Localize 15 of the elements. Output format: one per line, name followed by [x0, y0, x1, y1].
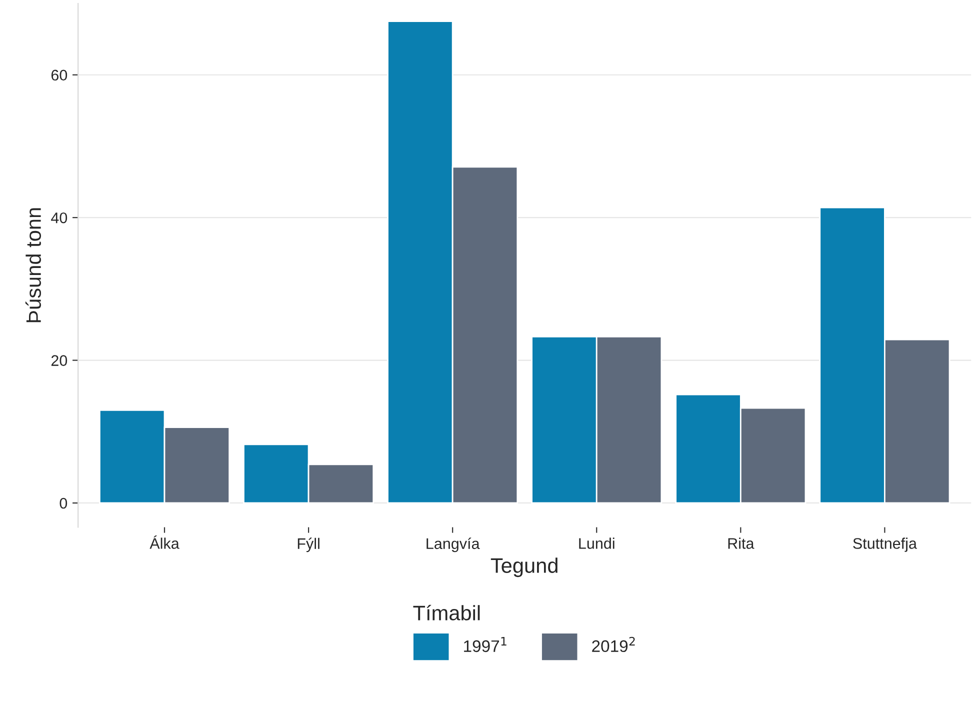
legend-title: Tímabil [413, 604, 480, 620]
x-tick-label: Lundi [579, 538, 614, 549]
y-tick-label: 20 [51, 355, 68, 366]
y-tick-label: 40 [51, 212, 68, 224]
legend-label: 1997$^{1}$ [464, 637, 506, 652]
x-axis-title: Tegund [490, 558, 558, 578]
y-tick-label: 60 [51, 70, 68, 81]
x-tick-label: Langvía [426, 538, 480, 552]
x-tick-label: Álka [150, 535, 180, 549]
y-axis-title: Þúsund tonn [25, 208, 41, 322]
y-tick-label: 0 [60, 498, 68, 509]
x-tick-label: Fýll [298, 538, 320, 552]
x-tick-label: Stuttnefja [853, 538, 917, 552]
x-tick-label: Rita [728, 538, 754, 549]
legend-label: 2019$^{2}$ [592, 636, 635, 652]
